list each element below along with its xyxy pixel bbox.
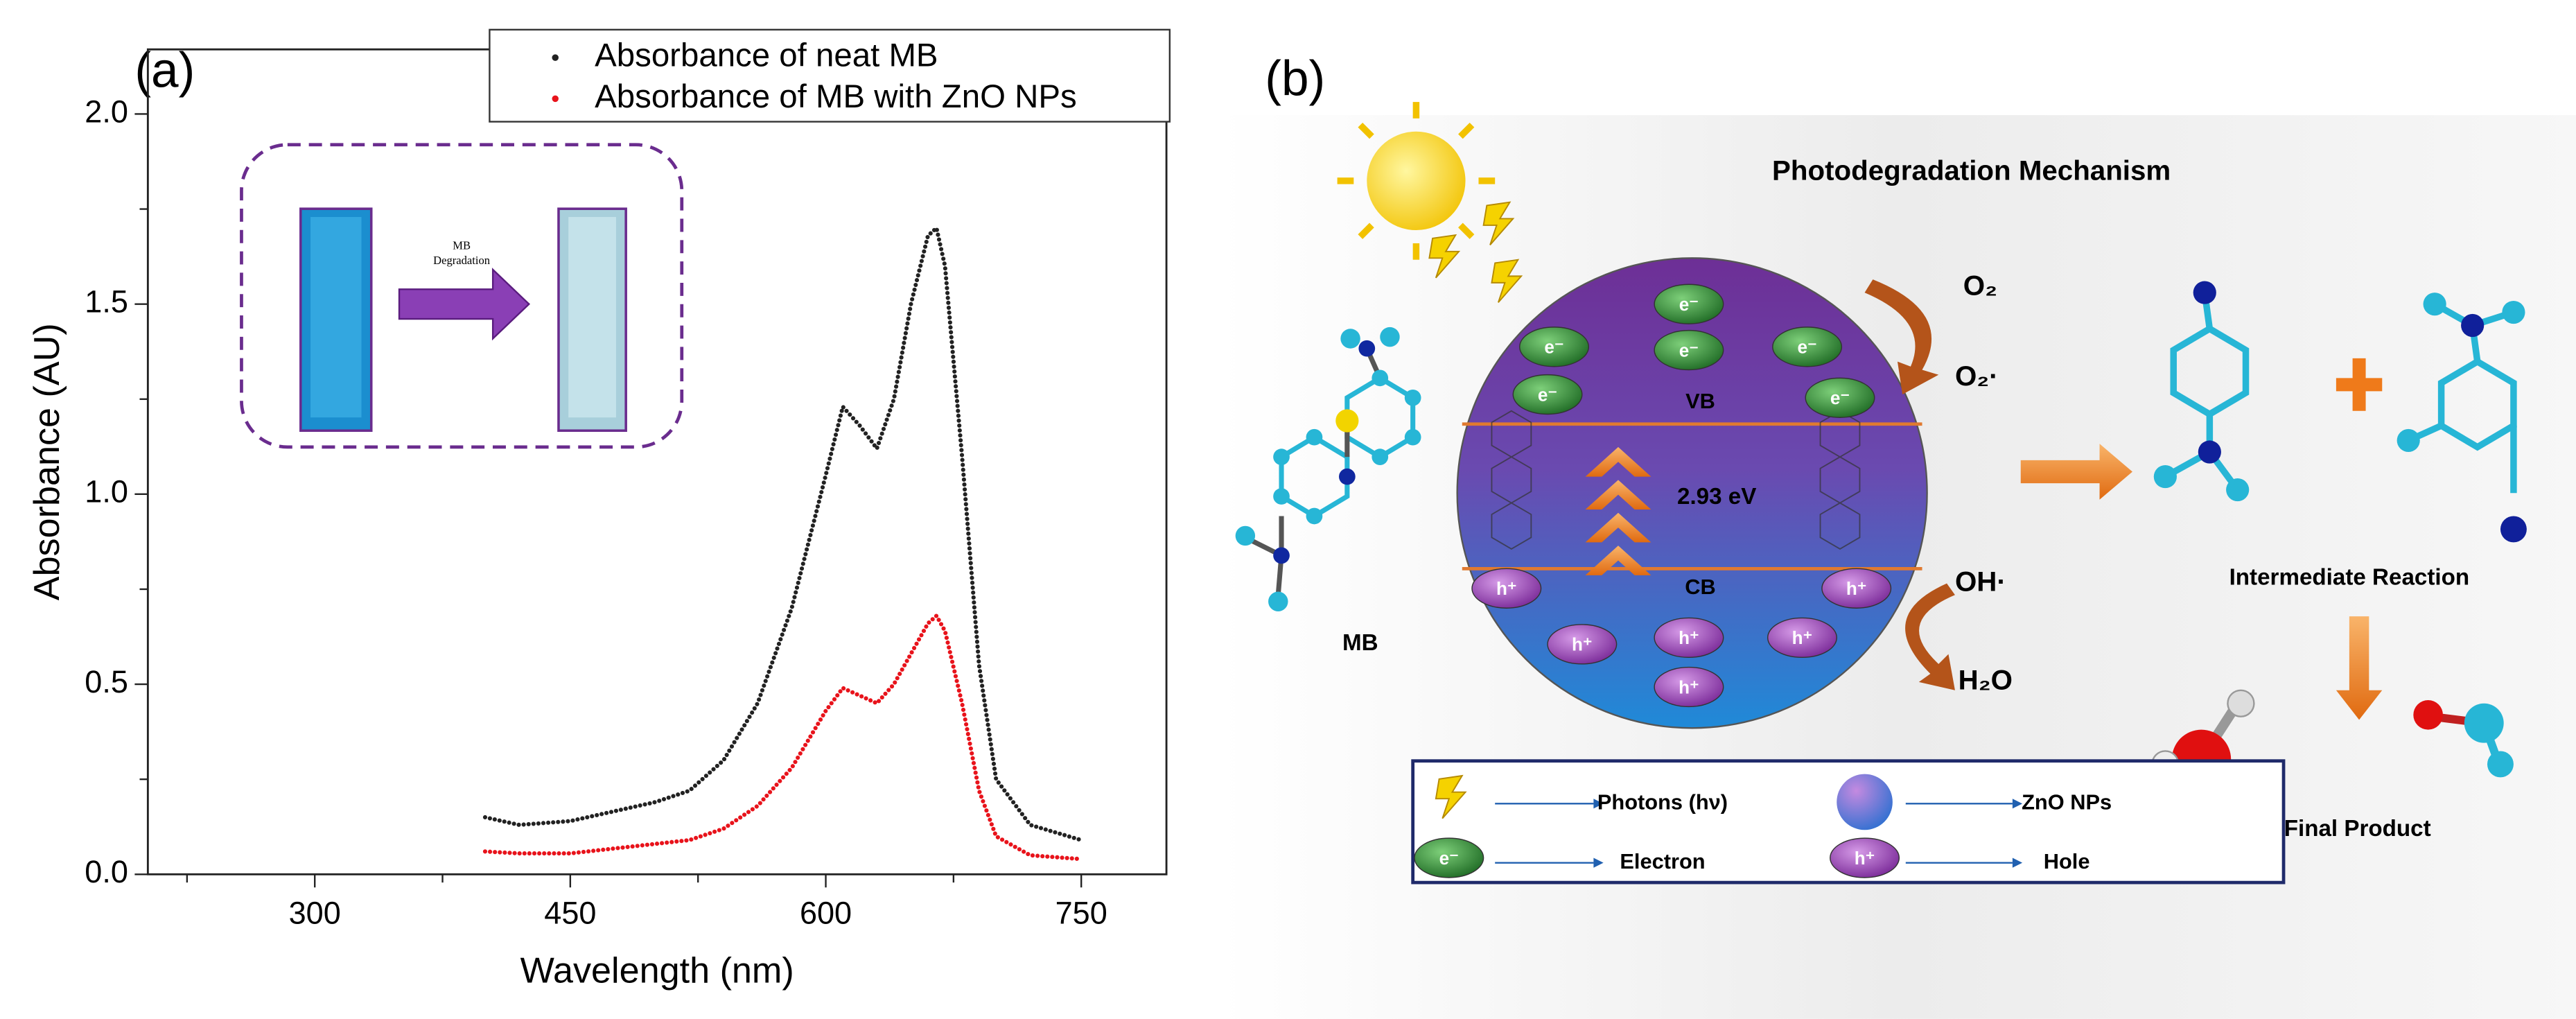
electron (1654, 284, 1724, 324)
panel-label: (a) (134, 44, 195, 98)
carrier-label: e⁻ (1439, 848, 1459, 869)
cuvette-liquid (568, 217, 616, 418)
species-label: OH· (1955, 566, 2006, 597)
electron (1654, 329, 1724, 371)
data-line (482, 224, 1084, 842)
hole (1547, 624, 1618, 665)
electron (1805, 377, 1875, 418)
inset-label: Degradation (433, 254, 491, 267)
inset-label: MB (453, 239, 471, 252)
x-tick-label: 300 (289, 895, 341, 930)
electron (1772, 326, 1843, 367)
hole (1654, 617, 1724, 659)
carrier-label: h⁺ (1496, 578, 1517, 599)
carrier-label: e⁻ (1679, 340, 1699, 360)
species-label: O₂· (1955, 360, 1999, 392)
carrier-label: h⁺ (1572, 634, 1593, 655)
band-gap: 2.93 eV (1677, 484, 1756, 509)
vb-label: VB (1685, 389, 1715, 413)
mb-label: MB (1342, 630, 1378, 656)
intermediate-molecules (2153, 281, 2527, 543)
plot: 300 450 600 750 0.0 0.5 1.0 1.5 2.0 (85, 48, 1168, 930)
carrier-label: e⁻ (1544, 337, 1563, 358)
x-tick-label: 600 (800, 895, 852, 930)
hole (1821, 568, 1892, 609)
electron (1512, 374, 1583, 415)
band-gap-arrows (1585, 446, 1651, 575)
legend: Absorbance of neat MB Absorbance of MB wi… (552, 37, 1077, 115)
hole (1654, 666, 1724, 708)
y-tick-label: 1.5 (85, 284, 128, 320)
reaction-arrow (1864, 279, 1939, 395)
carriers: e⁻ e⁻ e⁻ e⁻ e⁻ e⁻ h⁺ h⁺ h⁺ h⁺ h⁺ h⁺ (1471, 284, 1892, 708)
inset: MB Degradation (240, 143, 684, 449)
arrow (2020, 444, 2132, 500)
legend-box (489, 28, 1171, 123)
hole (1471, 568, 1542, 609)
mb-molecule (1235, 326, 1421, 611)
legend-label: Absorbance of MB with ZnO NPs (595, 78, 1077, 115)
carrier-label: h⁺ (1679, 677, 1699, 697)
diagram-title: Photodegradation Mechanism (1772, 155, 2171, 186)
carrier-label: e⁻ (1797, 337, 1816, 358)
sun (1337, 102, 1496, 260)
electron (1519, 326, 1590, 367)
electron (1414, 837, 1484, 878)
y-axis-label: Absorbance (AU) (27, 323, 67, 600)
legend-text: Photons (hν) (1597, 790, 1728, 814)
plus (2336, 358, 2383, 411)
species-label: O₂ (1963, 270, 1997, 302)
carrier-label: h⁺ (1855, 848, 1875, 869)
legend-marker (552, 54, 559, 61)
final-label: Final Product (2284, 816, 2431, 842)
species-label: H₂O (1959, 665, 2013, 696)
carrier-label: h⁺ (1679, 627, 1699, 648)
hole (1767, 617, 1837, 659)
y-tick-label: 0.0 (85, 854, 128, 889)
x-axis-label: Wavelength (nm) (520, 950, 794, 991)
hole (1830, 837, 1900, 878)
carrier-label: h⁺ (1846, 578, 1867, 599)
carrier-label: e⁻ (1538, 384, 1557, 405)
carrier-label: h⁺ (1792, 627, 1813, 648)
cb-label: CB (1685, 575, 1715, 599)
legend-text: Hole (2044, 849, 2090, 873)
legend-marker (552, 95, 559, 103)
carrier-label: e⁻ (1830, 387, 1850, 408)
arrow (2336, 616, 2383, 720)
y-tick-label: 0.5 (85, 664, 128, 699)
x-tick-label: 450 (544, 895, 596, 930)
carrier-label: e⁻ (1679, 294, 1699, 315)
arrow (398, 268, 531, 341)
y-tick-label: 1.0 (85, 474, 128, 509)
legend-text: ZnO NPs (2022, 790, 2112, 814)
intermediate-label: Intermediate Reaction (2229, 564, 2470, 590)
data-line (482, 612, 1084, 862)
panel-label: (b) (1265, 51, 1325, 106)
zno-icon (1837, 774, 1893, 830)
legend-label: Absorbance of neat MB (595, 37, 938, 74)
y-tick-label: 2.0 (85, 94, 128, 129)
zno-particle (1456, 257, 1928, 729)
cuvette-liquid (310, 217, 362, 418)
reaction-arrow (1905, 583, 1955, 690)
x-tick-label: 750 (1055, 895, 1107, 930)
legend-text: Electron (1620, 849, 1705, 873)
